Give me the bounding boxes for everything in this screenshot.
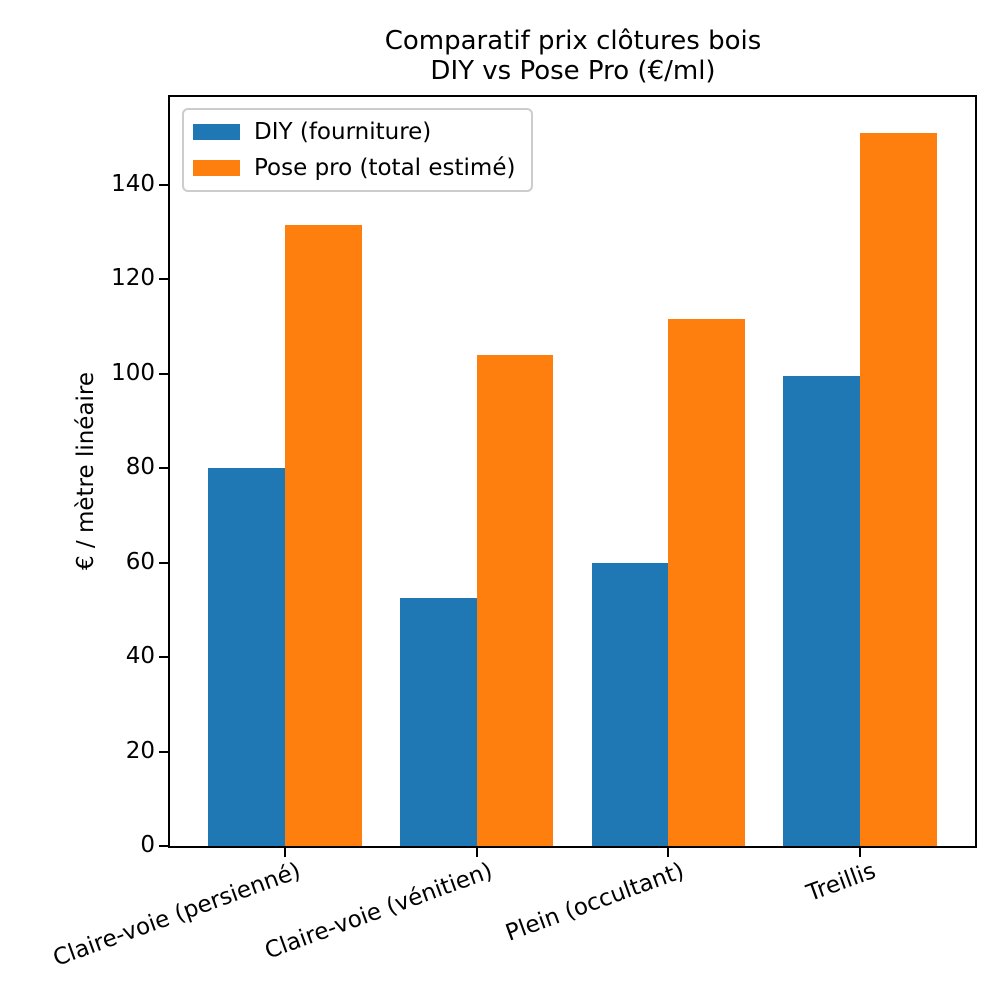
chart-title-line2: DIY vs Pose Pro (€/ml) xyxy=(430,56,716,86)
y-tick-label-80: 80 xyxy=(125,454,155,481)
bar-diy-1 xyxy=(400,598,477,846)
x-tick-mark-0 xyxy=(284,848,286,857)
legend-swatch-1 xyxy=(193,160,240,176)
legend-label-1: Pose pro (total estimé) xyxy=(254,155,516,181)
bar-pose-pro-0 xyxy=(285,224,362,846)
x-tick-label-3: Treillis xyxy=(802,858,879,907)
y-tick-label-120: 120 xyxy=(111,265,155,292)
bar-pose-pro-2 xyxy=(668,319,745,846)
legend-swatch-0 xyxy=(193,124,240,140)
bar-pose-pro-3 xyxy=(860,132,937,846)
chart-title-line1: Comparatif prix clôtures bois xyxy=(384,26,762,56)
y-tick-mark-80 xyxy=(159,467,168,470)
y-tick-label-0: 0 xyxy=(140,831,155,858)
x-tick-mark-3 xyxy=(859,848,861,857)
x-tick-label-0: Claire-voie (persienné) xyxy=(49,858,304,972)
legend-label-0: DIY (fourniture) xyxy=(254,119,432,145)
y-tick-label-40: 40 xyxy=(125,643,155,670)
legend: DIY (fourniture) Pose pro (total estimé) xyxy=(182,108,534,192)
y-tick-label-100: 100 xyxy=(111,359,155,386)
y-tick-mark-100 xyxy=(159,372,168,375)
y-tick-mark-140 xyxy=(159,183,168,186)
bar-diy-2 xyxy=(591,562,669,846)
bar-diy-0 xyxy=(208,468,285,846)
y-tick-mark-20 xyxy=(159,750,168,753)
x-tick-mark-2 xyxy=(667,848,670,857)
y-tick-label-60: 60 xyxy=(125,548,155,575)
y-tick-mark-0 xyxy=(159,845,168,847)
y-tick-label-140: 140 xyxy=(111,170,155,197)
y-tick-mark-40 xyxy=(159,656,168,659)
y-tick-mark-120 xyxy=(159,278,168,281)
legend-item-1: Pose pro (total estimé) xyxy=(193,155,515,181)
y-tick-mark-60 xyxy=(159,561,168,564)
bar-diy-3 xyxy=(783,376,860,846)
x-tick-label-2: Plein (occultant) xyxy=(501,858,688,947)
bar-pose-pro-1 xyxy=(476,354,554,846)
legend-item-0: DIY (fourniture) xyxy=(193,119,515,145)
y-tick-label-20: 20 xyxy=(125,737,155,764)
x-tick-mark-1 xyxy=(475,848,478,857)
chart-title: Comparatif prix clôtures bois DIY vs Pos… xyxy=(170,26,976,86)
